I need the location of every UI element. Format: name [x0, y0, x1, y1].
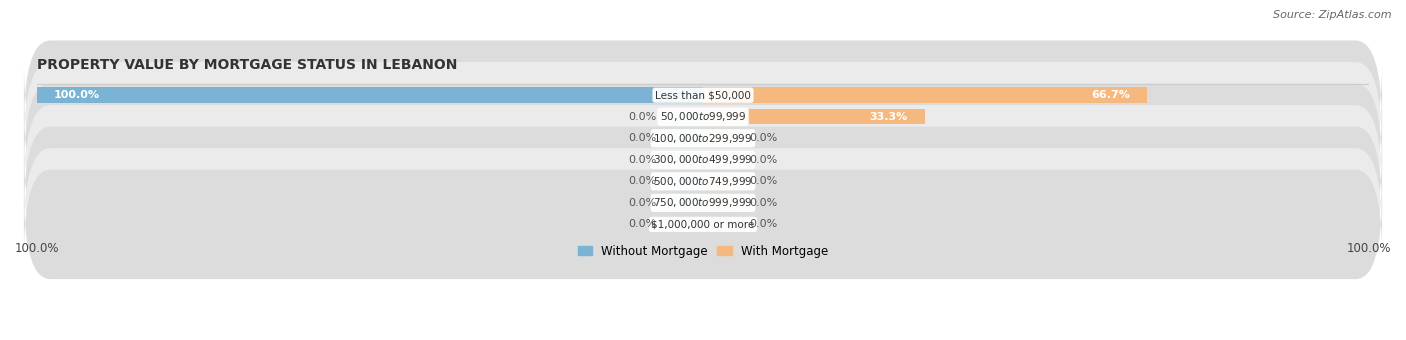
FancyBboxPatch shape	[24, 40, 1382, 150]
Bar	[703, 87, 1147, 103]
Text: 0.0%: 0.0%	[628, 112, 657, 122]
Text: 0.0%: 0.0%	[628, 155, 657, 165]
FancyBboxPatch shape	[24, 84, 1382, 193]
Text: 0.0%: 0.0%	[628, 219, 657, 230]
Text: 0.0%: 0.0%	[749, 198, 778, 208]
Text: 33.3%: 33.3%	[870, 112, 908, 122]
Text: Less than $50,000: Less than $50,000	[655, 90, 751, 100]
FancyBboxPatch shape	[24, 170, 1382, 279]
Text: $100,000 to $299,999: $100,000 to $299,999	[654, 132, 752, 145]
Bar	[666, 195, 703, 211]
Text: $500,000 to $749,999: $500,000 to $749,999	[654, 175, 752, 188]
FancyBboxPatch shape	[24, 62, 1382, 171]
Bar	[703, 217, 740, 232]
Bar	[666, 152, 703, 168]
Text: $1,000,000 or more: $1,000,000 or more	[651, 219, 755, 230]
Bar	[703, 174, 740, 189]
Bar	[666, 131, 703, 146]
Legend: Without Mortgage, With Mortgage: Without Mortgage, With Mortgage	[574, 240, 832, 262]
Bar	[703, 131, 740, 146]
FancyBboxPatch shape	[24, 148, 1382, 258]
Text: 0.0%: 0.0%	[628, 176, 657, 186]
Text: $750,000 to $999,999: $750,000 to $999,999	[654, 197, 752, 209]
Text: $300,000 to $499,999: $300,000 to $499,999	[654, 153, 752, 166]
Text: 0.0%: 0.0%	[749, 176, 778, 186]
Text: Source: ZipAtlas.com: Source: ZipAtlas.com	[1274, 10, 1392, 20]
Bar	[666, 217, 703, 232]
Text: 0.0%: 0.0%	[749, 155, 778, 165]
Text: 0.0%: 0.0%	[749, 133, 778, 143]
Text: 0.0%: 0.0%	[749, 219, 778, 230]
Bar	[703, 152, 740, 168]
Bar	[37, 87, 703, 103]
FancyBboxPatch shape	[24, 126, 1382, 236]
Bar	[703, 195, 740, 211]
Text: PROPERTY VALUE BY MORTGAGE STATUS IN LEBANON: PROPERTY VALUE BY MORTGAGE STATUS IN LEB…	[37, 58, 457, 72]
Bar	[666, 109, 703, 124]
Text: 0.0%: 0.0%	[628, 133, 657, 143]
Text: 66.7%: 66.7%	[1091, 90, 1130, 100]
Text: 0.0%: 0.0%	[628, 198, 657, 208]
FancyBboxPatch shape	[24, 105, 1382, 215]
Text: 100.0%: 100.0%	[53, 90, 100, 100]
Bar	[703, 109, 925, 124]
Text: $50,000 to $99,999: $50,000 to $99,999	[659, 110, 747, 123]
Bar	[666, 174, 703, 189]
